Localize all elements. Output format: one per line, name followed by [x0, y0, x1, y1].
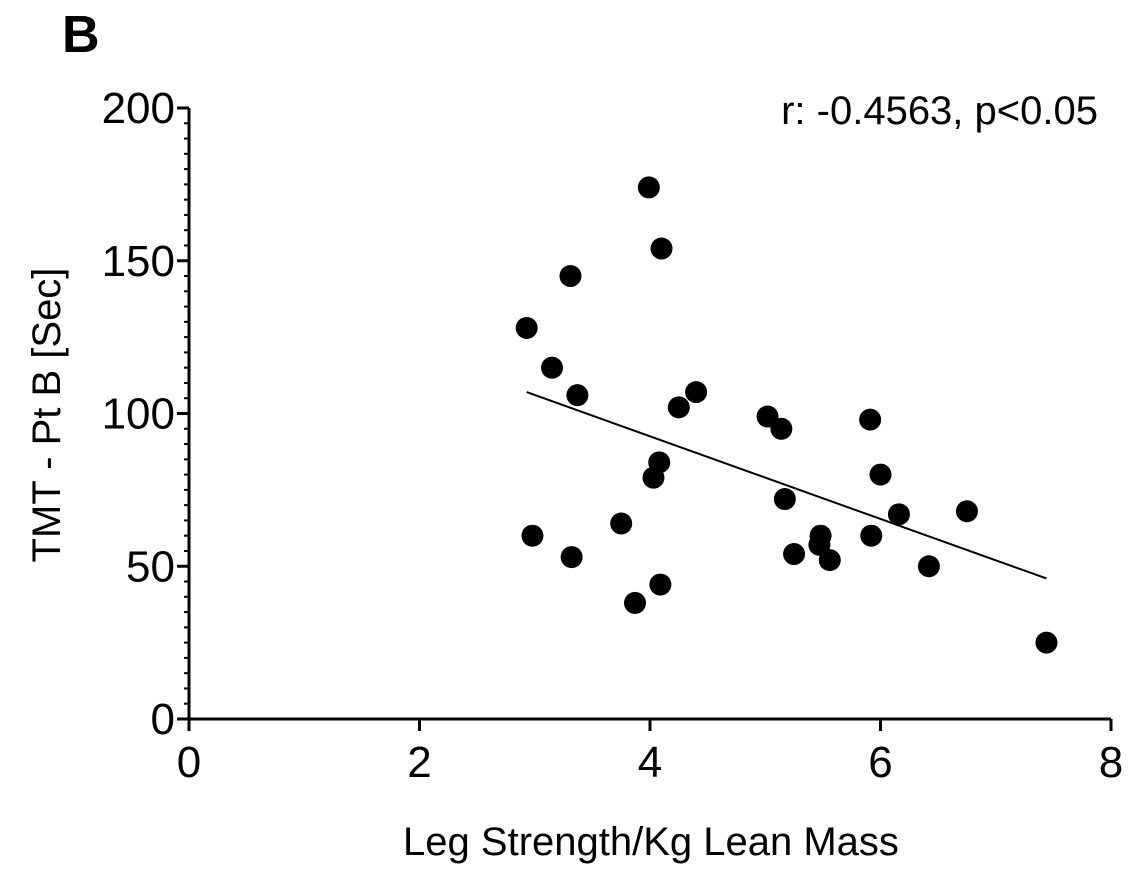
x-tick-label: 4	[638, 738, 662, 787]
data-point	[887, 503, 910, 526]
data-point	[783, 543, 806, 566]
data-points	[515, 176, 1058, 654]
data-point	[869, 463, 892, 486]
y-tick-label: 200	[102, 84, 175, 133]
correlation-annotation: r: -0.4563, p<0.05	[781, 89, 1098, 133]
data-point	[770, 417, 793, 440]
y-axis-label: TMT - Pt B [Sec]	[25, 268, 69, 563]
x-tick-label: 2	[407, 738, 431, 787]
data-point	[1035, 631, 1058, 654]
data-point	[610, 512, 633, 535]
data-point	[818, 549, 841, 572]
data-point	[859, 408, 882, 431]
data-point	[560, 546, 583, 569]
data-point	[648, 451, 671, 474]
y-tick-label: 0	[151, 695, 175, 744]
regression-line	[526, 391, 1047, 580]
data-point	[637, 176, 660, 199]
data-point	[650, 237, 673, 260]
data-point	[515, 316, 538, 339]
data-point	[521, 524, 544, 547]
data-point	[685, 381, 708, 404]
y-tick-label: 100	[102, 390, 175, 439]
data-point	[917, 555, 940, 578]
data-point	[667, 396, 690, 419]
x-tick-label: 6	[868, 738, 892, 787]
data-point	[809, 524, 832, 547]
data-point	[559, 265, 582, 288]
x-tick-label: 8	[1099, 738, 1123, 787]
panel-label: B	[62, 6, 100, 64]
data-point	[541, 356, 564, 379]
data-point	[566, 384, 589, 407]
data-point	[649, 573, 672, 596]
x-tick-label: 0	[177, 738, 201, 787]
y-tick-label: 50	[126, 542, 175, 591]
data-point	[773, 488, 796, 511]
y-axis: 0 50 100 150 200	[102, 84, 191, 744]
data-point	[624, 591, 647, 614]
data-point	[860, 524, 883, 547]
data-point	[955, 500, 978, 523]
x-axis: 0 2 4 6 8	[177, 717, 1123, 787]
y-tick-label: 150	[102, 237, 175, 286]
x-axis-label: Leg Strength/Kg Lean Mass	[403, 820, 899, 864]
